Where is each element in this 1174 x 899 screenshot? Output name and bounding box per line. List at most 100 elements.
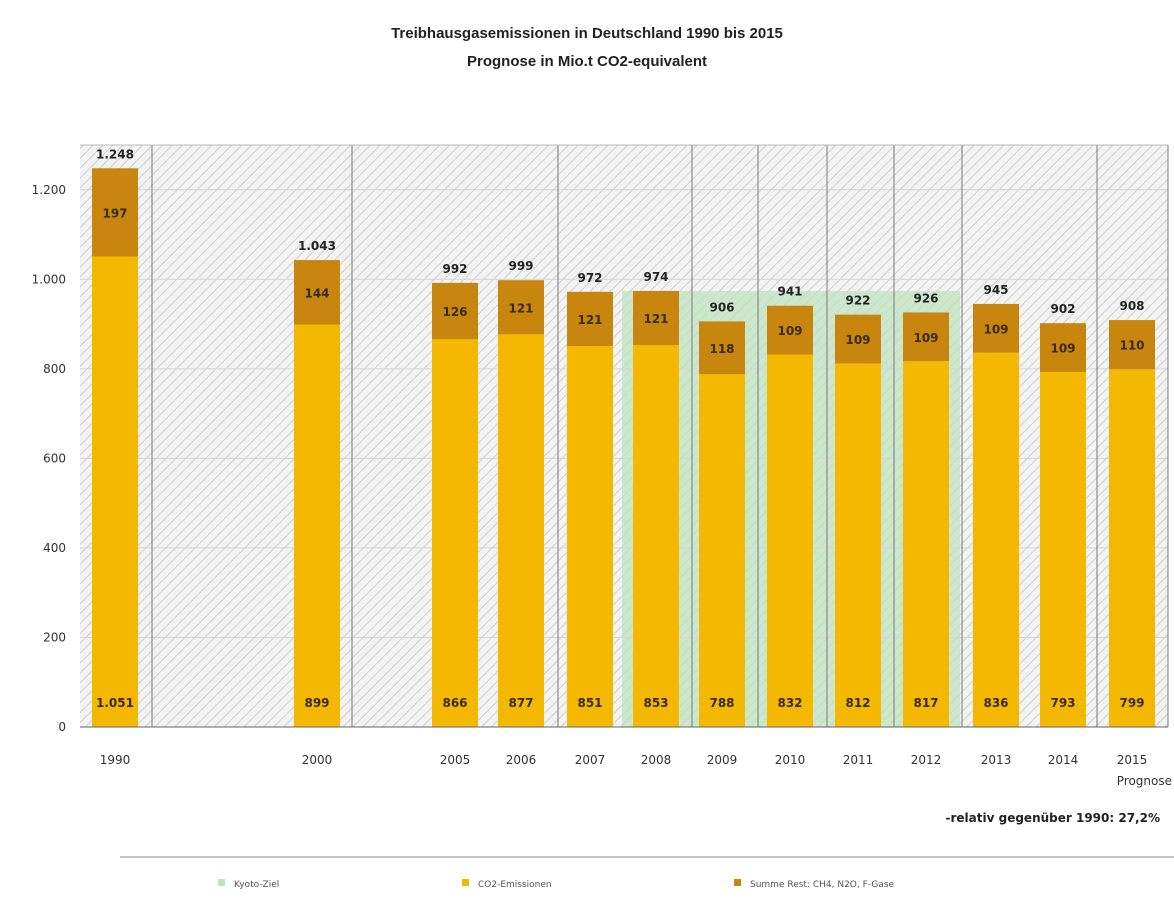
y-tick-400: 400 [43,541,66,555]
bar-co2-2010 [767,354,813,727]
x-tick-2007: 2007 [575,753,606,767]
label-total-2005: 992 [442,262,467,276]
legend-swatch-1 [462,879,469,886]
x-tick-2015: 2015 [1117,753,1148,767]
x-tick-2000: 2000 [302,753,333,767]
bar-rest-2005 [432,282,478,340]
label-rest-2013: 109 [983,322,1008,336]
year-separators [80,144,1169,727]
x-axis: 1990 2000 2005 2006 2007 2008 2009 2010 2011 2012… [80,726,1168,767]
bar-rest-1990 [92,168,138,257]
y-tick-0: 0 [58,720,66,734]
y-tick-200: 200 [43,630,66,644]
label-rest-2008: 121 [643,312,668,326]
bar-rest-2007 [567,291,613,347]
label-rest-2007: 121 [577,313,602,327]
label-rest-2015: 110 [1119,339,1144,353]
legend-label-0: Kyoto-Ziel [234,880,279,890]
label-total-2013: 945 [983,283,1008,297]
label-co2-2006: 877 [508,696,533,710]
x-tick-2005: 2005 [440,753,471,767]
relative-note: -relativ gegenüber 1990: 27,2% [946,811,1160,825]
label-rest-2000: 144 [304,286,329,300]
legend-label-2: Summe Rest: CH4, N2O, F-Gase [750,880,895,890]
x-tick-2014: 2014 [1048,753,1079,767]
label-total-2015: 908 [1119,299,1144,313]
label-rest-2005: 126 [442,305,467,319]
label-co2-2010: 832 [777,696,802,710]
x-tick-2010: 2010 [775,753,806,767]
x-tick-2012: 2012 [911,753,942,767]
y-tick-1000: 1.000 [32,272,66,286]
bar-rest-2013 [973,303,1019,353]
label-total-2014: 902 [1050,302,1075,316]
bar-rest-2009 [699,321,745,375]
forecast-note: Prognose [1117,774,1172,788]
label-rest-2006: 121 [508,301,533,315]
bar-rest-2000 [294,260,340,325]
label-rest-2012: 109 [913,331,938,345]
x-tick-2009: 2009 [707,753,738,767]
bar-co2-2009 [699,374,745,727]
label-co2-2009: 788 [709,696,734,710]
label-rest-2010: 109 [777,324,802,338]
label-co2-2005: 866 [442,696,467,710]
label-co2-2011: 812 [845,696,870,710]
label-rest-2011: 109 [845,333,870,347]
label-co2-2008: 853 [643,696,668,710]
x-tick-2008: 2008 [641,753,672,767]
label-co2-2000: 899 [304,696,329,710]
bar-rest-2015 [1109,320,1155,370]
x-tick-1990: 1990 [100,753,131,767]
label-total-2008: 974 [643,270,668,284]
legend-label-1: CO2-Emissionen [478,880,552,890]
label-co2-1990: 1.051 [96,696,134,710]
label-total-2011: 922 [845,294,870,308]
label-total-2012: 926 [913,291,938,305]
chart-subtitle: Prognose in Mio.t CO2-equivalent [467,53,707,70]
label-rest-1990: 197 [102,206,127,220]
bar-co2-2005 [432,339,478,727]
label-co2-2013: 836 [983,696,1008,710]
bar-rest-2010 [767,305,813,355]
y-axis: 0 200 400 600 800 1.000 1.200 [32,183,66,734]
label-rest-2014: 109 [1050,342,1075,356]
bar-co2-2007 [567,346,613,727]
label-co2-2014: 793 [1050,696,1075,710]
bar-co2-2000 [294,324,340,727]
chart-title: Treibhausgasemissionen in Deutschland 19… [391,25,783,42]
bar-rest-2006 [498,280,544,335]
bar-rest-2008 [633,290,679,346]
bar-rest-2011 [835,314,881,364]
data-labels: 1.051 197 1.248 899 144 1.043 866 126 992 877 121 9… [96,147,1145,710]
bar-rest-2014 [1040,323,1086,372]
label-co2-2007: 851 [577,696,602,710]
y-tick-1200: 1.200 [32,183,66,197]
bars [92,168,1155,727]
bar-co2-2011 [835,363,881,727]
bar-co2-2013 [973,352,1019,727]
label-rest-2009: 118 [709,342,734,356]
label-co2-2012: 817 [913,696,938,710]
label-total-2009: 906 [709,300,734,314]
bar-co2-2008 [633,345,679,727]
bar-co2-2012 [903,361,949,727]
label-total-2007: 972 [577,271,602,285]
label-co2-2015: 799 [1119,696,1144,710]
legend-swatch-0 [218,879,225,886]
bar-co2-2006 [498,334,544,727]
x-tick-2006: 2006 [506,753,537,767]
y-tick-800: 800 [43,362,66,376]
legend-swatch-2 [734,879,741,886]
bar-co2-2014 [1040,371,1086,727]
x-tick-2011: 2011 [843,753,874,767]
label-total-2010: 941 [777,285,802,299]
x-tick-2013: 2013 [981,753,1012,767]
label-total-2006: 999 [508,259,533,273]
label-total-1990: 1.248 [96,147,134,161]
label-total-2000: 1.043 [298,239,336,253]
bar-co2-1990 [92,256,138,727]
y-tick-600: 600 [43,451,66,465]
bar-rest-2012 [903,312,949,362]
